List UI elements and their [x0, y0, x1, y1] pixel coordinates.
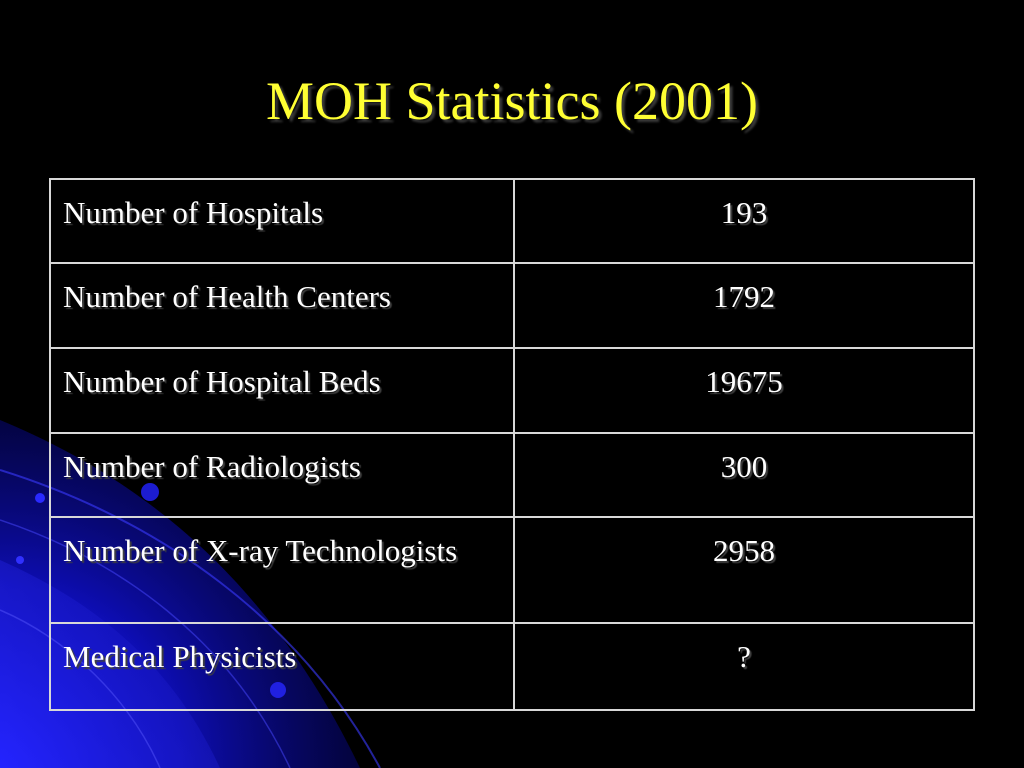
row-value: ?	[513, 622, 975, 711]
decor-dot	[35, 493, 45, 503]
statistics-table: Number of Hospitals 193 Number of Health…	[49, 178, 975, 711]
row-value: 19675	[513, 347, 975, 434]
row-label: Medical Physicists	[49, 622, 515, 711]
row-label: Number of X-ray Technologists	[49, 516, 515, 624]
row-label: Number of Hospital Beds	[49, 347, 515, 434]
row-label: Number of Health Centers	[49, 262, 515, 349]
table-row: Number of Hospital Beds 19675	[49, 347, 975, 434]
row-value: 2958	[513, 516, 975, 624]
table-row: Number of Radiologists 300	[49, 432, 975, 518]
row-value: 1792	[513, 262, 975, 349]
page-title: MOH Statistics (2001)	[266, 71, 758, 131]
row-label: Number of Hospitals	[49, 178, 515, 264]
row-value: 193	[513, 178, 975, 264]
table-row: Number of X-ray Technologists 2958	[49, 516, 975, 624]
table-row: Number of Health Centers 1792	[49, 262, 975, 349]
decor-dot	[16, 556, 24, 564]
table-row: Number of Hospitals 193	[49, 178, 975, 264]
row-value: 300	[513, 432, 975, 518]
table-row: Medical Physicists ?	[49, 622, 975, 711]
row-label: Number of Radiologists	[49, 432, 515, 518]
